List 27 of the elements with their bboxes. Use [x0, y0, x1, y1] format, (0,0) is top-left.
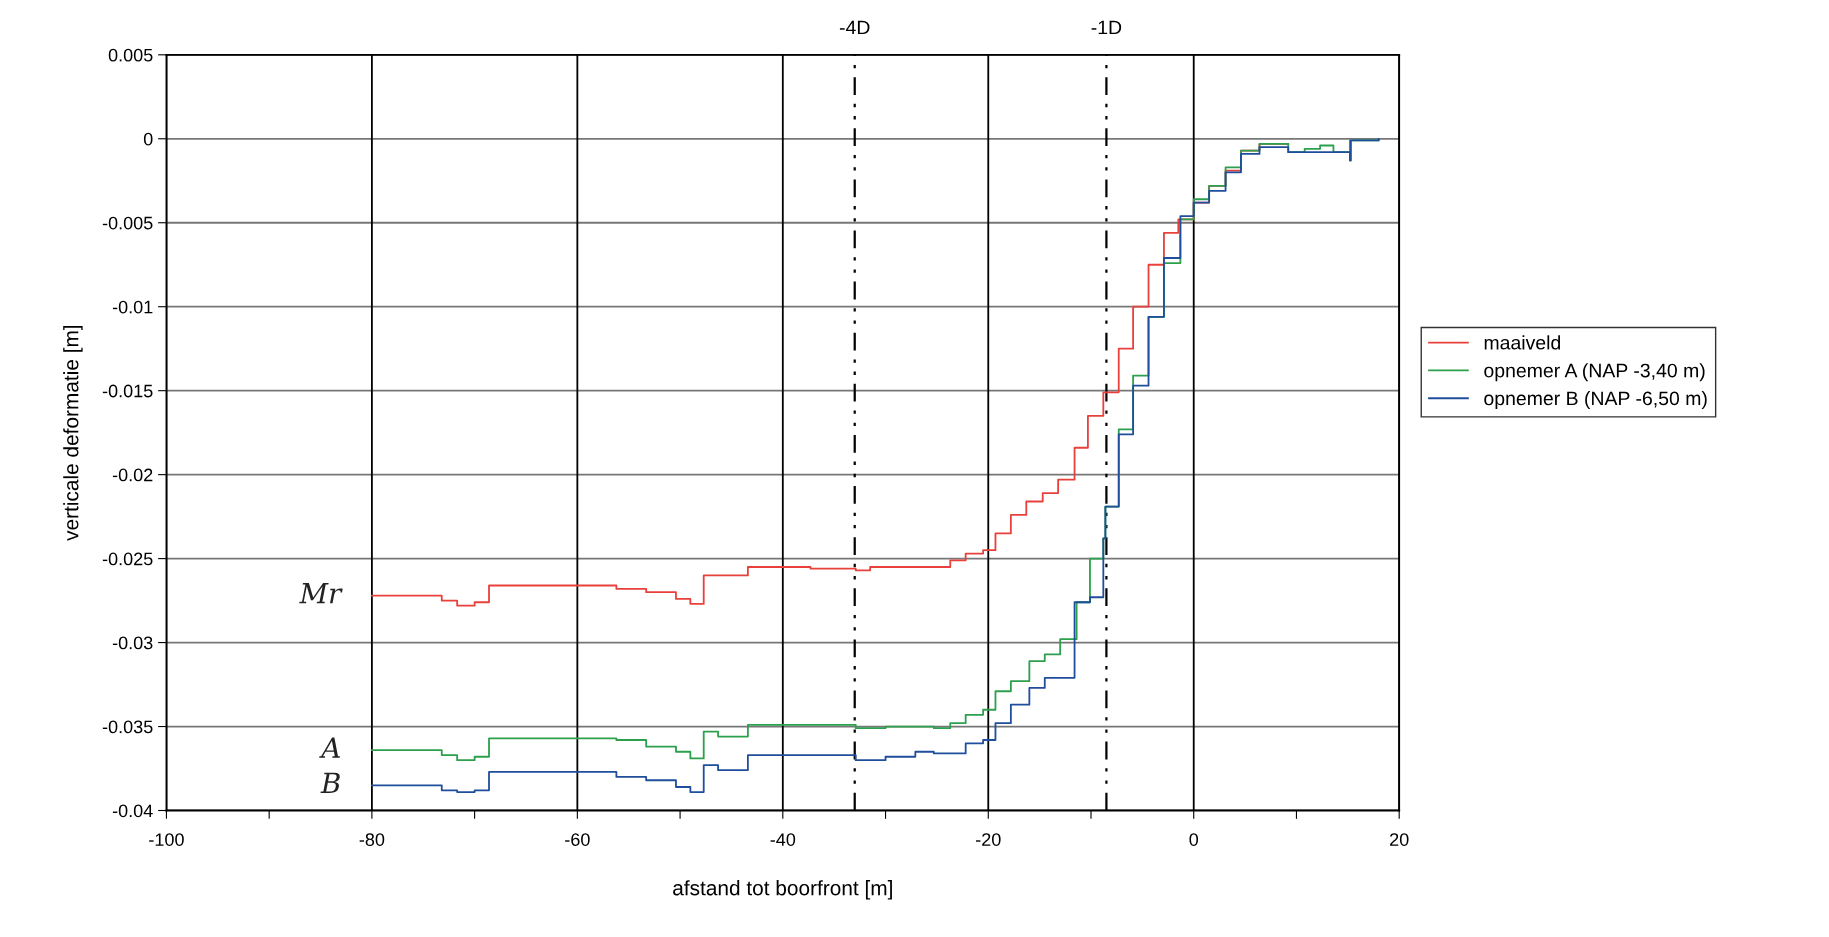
x-tick-label: -80 — [359, 833, 385, 846]
y-tick-label: -0.025 — [102, 552, 153, 566]
x-tick-label: -40 — [770, 833, 796, 846]
annotation: B — [320, 772, 340, 793]
x-axis-title: afstand tot boorfront [m] — [673, 880, 892, 900]
y-tick-label: -0.04 — [112, 804, 153, 818]
annotation: A — [319, 737, 340, 758]
y-tick-label: 0.005 — [108, 48, 153, 62]
y-tick-label: -0.03 — [112, 636, 153, 650]
x-tick-label: -20 — [976, 833, 1001, 846]
x-tick-label: 0 — [1189, 833, 1199, 846]
y-axis-title: verticale deformatie [m] — [63, 325, 83, 541]
x-tick-label: -60 — [565, 833, 590, 846]
ref-line-label: -4D — [839, 20, 870, 35]
y-tick-label: -0.01 — [112, 300, 153, 314]
y-tick-label: 0 — [143, 132, 153, 146]
y-tick-label: -0.005 — [102, 216, 153, 230]
legend-label: opnemer A (NAP -3,40 m) — [1484, 363, 1705, 382]
legend-label: opnemer B (NAP -6,50 m) — [1484, 390, 1707, 410]
annotation: Mr — [299, 582, 343, 604]
x-tick-label: -100 — [149, 833, 184, 846]
ref-line-label: -1D — [1091, 20, 1122, 35]
x-tick-label: 20 — [1390, 833, 1409, 846]
y-tick-label: -0.02 — [112, 468, 153, 482]
legend-label: maaiveld — [1484, 335, 1561, 350]
y-tick-label: -0.035 — [102, 720, 153, 734]
y-tick-label: -0.015 — [102, 384, 153, 398]
